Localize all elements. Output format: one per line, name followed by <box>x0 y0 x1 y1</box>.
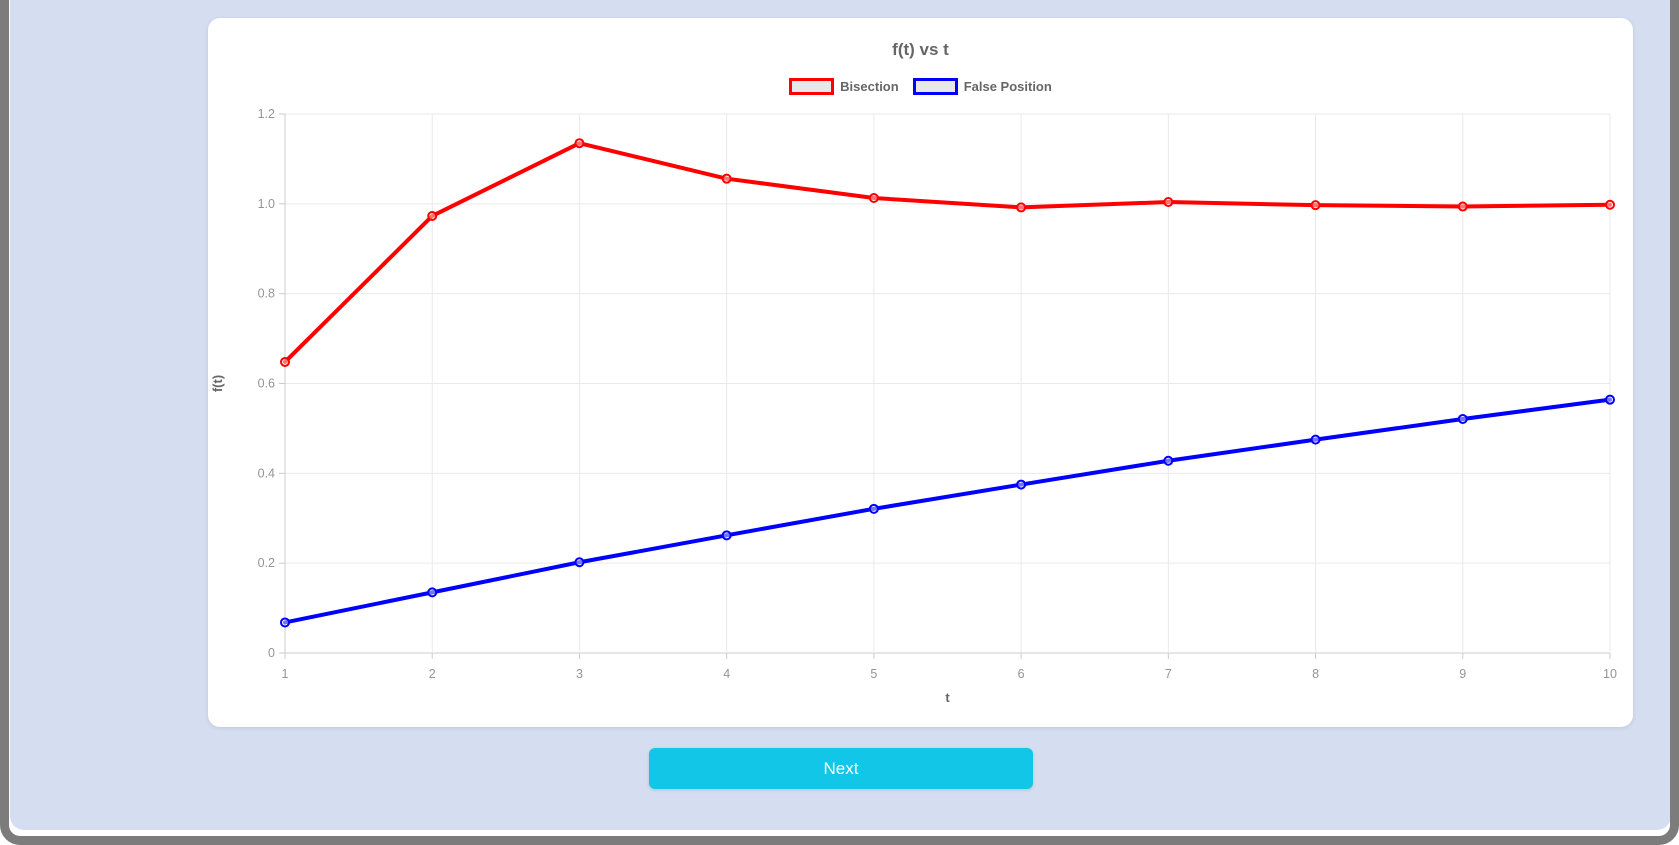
next-button[interactable]: Next <box>649 748 1033 789</box>
x-tick-label: 2 <box>429 667 436 681</box>
y-tick-label: 1.0 <box>258 197 275 211</box>
x-tick-label: 3 <box>576 667 583 681</box>
data-point-false-position <box>574 557 585 568</box>
y-tick-label: 0.6 <box>258 377 275 391</box>
x-tick-label: 7 <box>1165 667 1172 681</box>
chart-title: f(t) vs t <box>892 40 949 59</box>
data-point-false-position <box>1457 413 1468 424</box>
data-point-bisection <box>721 173 732 184</box>
data-point-bisection <box>1163 197 1174 208</box>
legend-swatch-bisection <box>789 78 835 95</box>
chart-legend: Bisection False Position <box>208 78 1633 95</box>
legend-label-bisection: Bisection <box>840 79 899 94</box>
y-tick-label: 0 <box>268 646 275 660</box>
app-panel: 0 0.2 0.4 0.6 0.8 1.0 1.2 1 2 3 4 5 6 7 8 9 10 t f(t) f(t)… <box>10 0 1671 830</box>
y-axis-title: f(t) <box>210 375 225 392</box>
x-axis-title: t <box>945 690 950 705</box>
y-tick-label: 1.2 <box>258 107 275 121</box>
data-point-bisection <box>1457 201 1468 212</box>
series-line-false-position <box>283 397 1612 625</box>
y-tick-label: 0.8 <box>258 287 275 301</box>
legend-item-false-position[interactable]: False Position <box>912 78 1052 95</box>
data-point-false-position <box>1163 455 1174 466</box>
x-tick-label: 5 <box>870 667 877 681</box>
x-tick-label: 9 <box>1459 667 1466 681</box>
data-point-false-position <box>721 530 732 541</box>
x-tick-label: 6 <box>1018 667 1025 681</box>
data-point-false-position <box>1016 479 1027 490</box>
data-point-false-position <box>280 617 290 628</box>
data-point-bisection <box>1016 202 1027 213</box>
data-point-bisection <box>280 356 290 367</box>
line-chart: 0 0.2 0.4 0.6 0.8 1.0 1.2 1 2 3 4 5 6 7 8 9 10 t f(t) <box>210 107 1617 705</box>
series-line-bisection <box>283 141 1612 364</box>
x-tick-label: 8 <box>1312 667 1319 681</box>
data-point-false-position <box>427 587 438 598</box>
data-point-bisection <box>1310 200 1321 211</box>
legend-label-false-position: False Position <box>963 79 1052 94</box>
legend-swatch-false-position <box>912 78 958 95</box>
data-point-bisection <box>1605 199 1615 210</box>
y-tick-label: 0.2 <box>258 556 275 570</box>
chart-card: 0 0.2 0.4 0.6 0.8 1.0 1.2 1 2 3 4 5 6 7 8 9 10 t f(t) f(t)… <box>208 18 1633 727</box>
data-point-bisection <box>574 138 585 149</box>
y-tick-label: 0.4 <box>258 466 275 480</box>
data-point-false-position <box>868 503 879 514</box>
data-point-false-position <box>1605 394 1615 405</box>
data-point-bisection <box>427 210 438 221</box>
data-point-bisection <box>868 192 879 203</box>
data-point-false-position <box>1310 434 1321 445</box>
x-tick-label: 1 <box>282 667 289 681</box>
x-tick-label: 4 <box>723 667 730 681</box>
legend-item-bisection[interactable]: Bisection <box>789 78 899 95</box>
x-tick-label: 10 <box>1603 667 1617 681</box>
